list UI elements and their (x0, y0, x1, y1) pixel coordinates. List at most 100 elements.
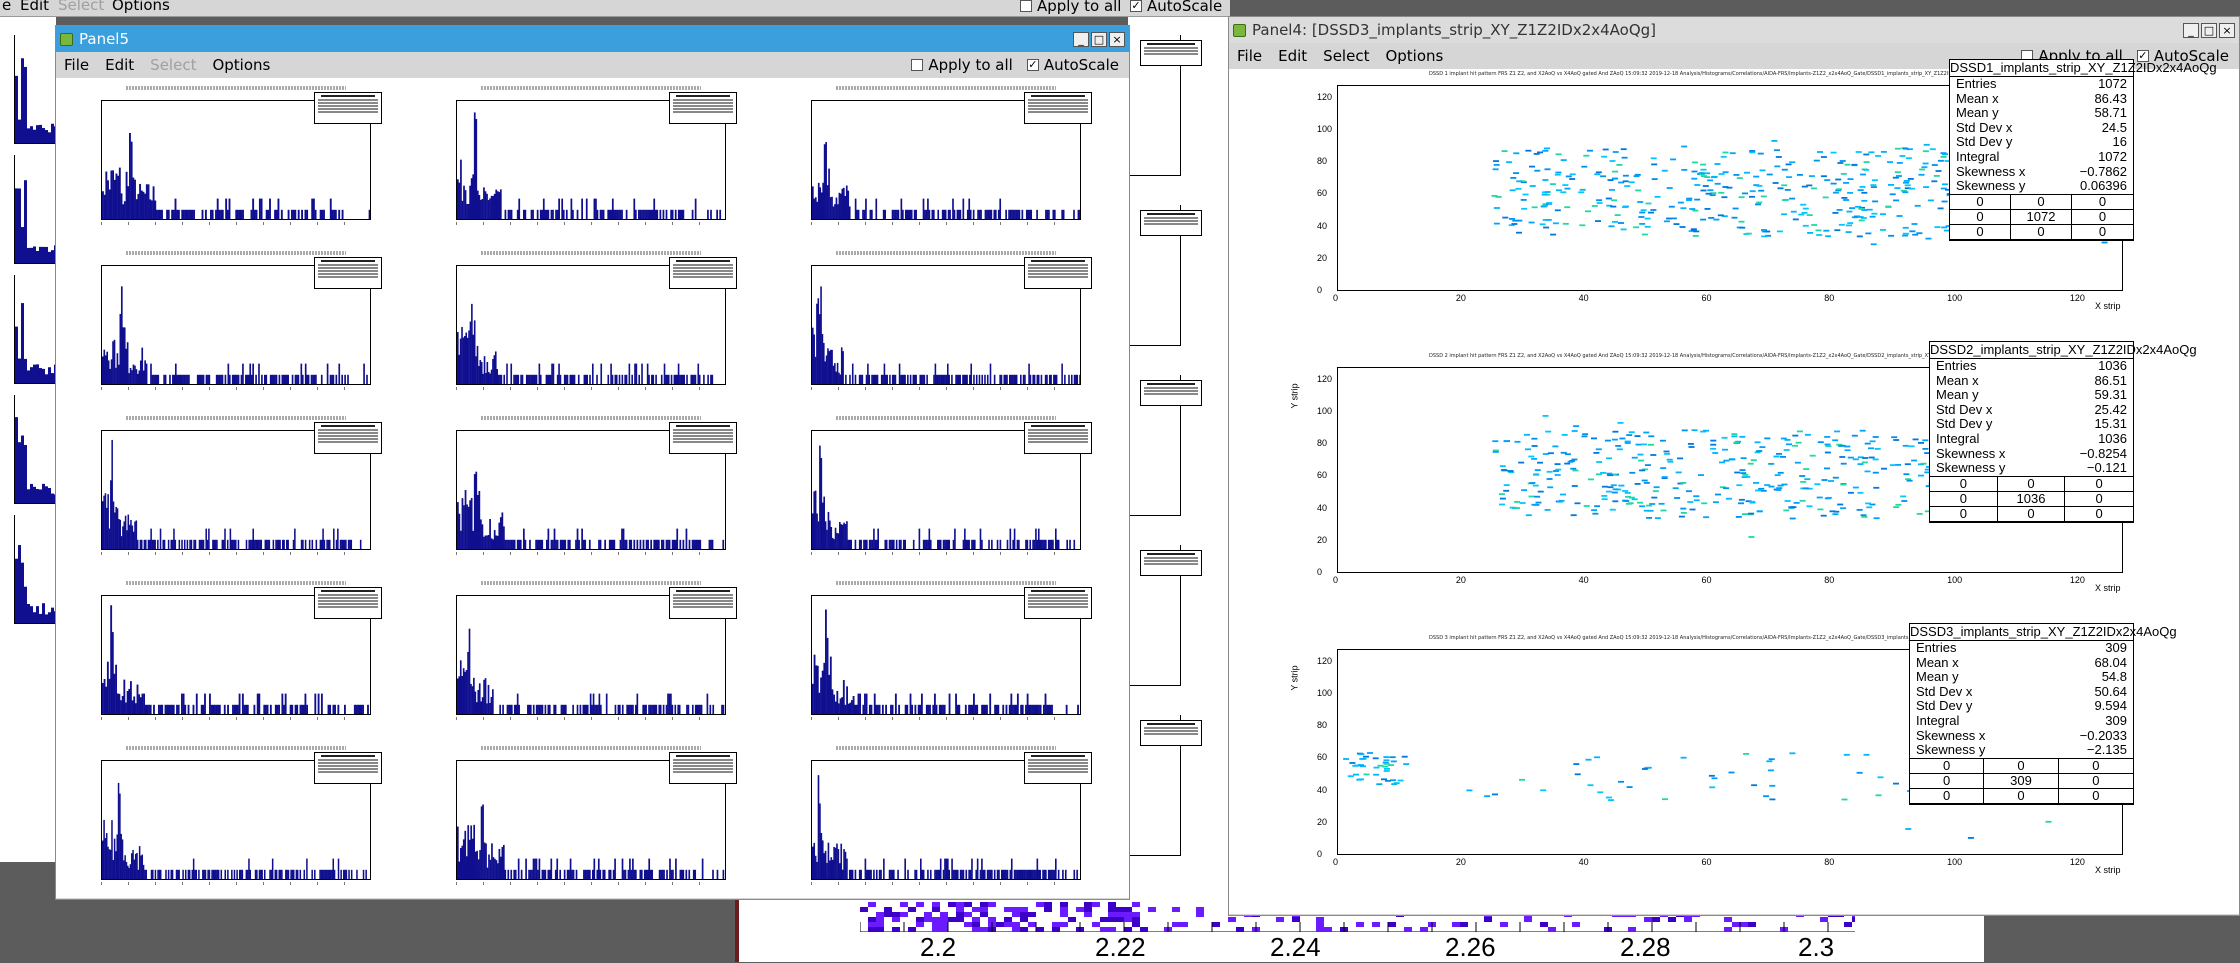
histogram-bar (551, 210, 553, 220)
heatmap-cell (1108, 917, 1116, 922)
histogram-bar (722, 540, 724, 550)
histogram-bar (266, 210, 268, 220)
histogram-pad[interactable] (56, 573, 406, 733)
maximize-button[interactable]: □ (2201, 23, 2217, 38)
menu-options[interactable]: Options (1385, 47, 1443, 65)
histogram-bar (560, 375, 562, 385)
histogram-bar (937, 540, 939, 550)
x-tick-label: 40 (1579, 293, 1589, 303)
hit-cell (1529, 482, 1535, 484)
menu-select[interactable]: Select (1323, 47, 1369, 65)
bg-menu-select[interactable]: Select (58, 0, 104, 14)
apply-to-all-checkbox[interactable] (911, 59, 923, 71)
histogram-bar (229, 199, 231, 220)
histogram-pad[interactable] (766, 78, 1116, 238)
histogram-bar (817, 666, 819, 715)
histogram-bar (469, 186, 471, 220)
hit-cell (1709, 775, 1715, 777)
menu-edit[interactable]: Edit (1278, 47, 1307, 65)
histogram-pad[interactable] (766, 573, 1116, 733)
heatmap-cell (1196, 912, 1204, 917)
histogram-bar (667, 694, 669, 715)
panel4-canvas[interactable]: DSSD 1 implant hit pattern FRS Z1 Z2, an… (1229, 69, 2239, 914)
histogram-bar (654, 705, 656, 715)
hit-cell (1873, 472, 1879, 474)
hit-cell (2102, 242, 2108, 244)
histogram-bar (301, 540, 303, 550)
bg-menu-options[interactable]: Options (112, 0, 170, 14)
histogram-pad[interactable] (56, 78, 406, 238)
stats-label: Mean x (1916, 656, 1959, 671)
hit-cell (1731, 435, 1737, 437)
histogram-pad[interactable] (411, 78, 761, 238)
histogram-pad[interactable] (411, 408, 761, 568)
histogram-bar (702, 859, 704, 880)
histogram-bar (820, 677, 822, 715)
histogram-pad[interactable] (56, 408, 406, 568)
histogram-pad[interactable] (56, 738, 406, 898)
hit-cell (1842, 799, 1848, 801)
histogram-bar (302, 540, 304, 550)
background-histogram-bar (45, 247, 48, 263)
hit-cell (1634, 175, 1640, 177)
bg-apply-checkbox[interactable] (1020, 0, 1032, 12)
histogram-bar (113, 501, 115, 550)
bg-autoscale-checkbox[interactable]: ✓ (1130, 0, 1142, 12)
histogram-bar (835, 848, 837, 880)
background-histogram-bar (18, 359, 21, 383)
histogram-bar (680, 870, 682, 880)
apply-to-all-label: Apply to all (928, 56, 1012, 74)
panel5-canvas[interactable] (56, 78, 1129, 898)
bg-autoscale[interactable]: ✓ AutoScale (1130, 0, 1222, 15)
histogram-pad[interactable] (411, 738, 761, 898)
histogram-pad[interactable] (411, 243, 761, 403)
bg-apply-all[interactable]: Apply to all (1020, 0, 1121, 15)
histogram-bar (965, 375, 967, 385)
histogram-bar (958, 705, 960, 715)
menu-edit[interactable]: Edit (105, 56, 134, 74)
apply-to-all-toggle[interactable]: Apply to all (911, 56, 1012, 74)
histogram-bar (652, 210, 654, 220)
close-button[interactable]: × (1109, 32, 1125, 47)
histogram-bar (1063, 210, 1065, 220)
close-button[interactable]: × (2219, 23, 2235, 38)
minimize-button[interactable]: _ (1073, 32, 1089, 47)
hit-cell (1500, 498, 1506, 500)
histogram-bar (712, 540, 714, 550)
histogram-pad[interactable] (766, 738, 1116, 898)
histogram-bar (567, 540, 569, 550)
hit-cell (1381, 778, 1387, 780)
panel5-titlebar[interactable]: Panel5 _ □ × (56, 26, 1129, 52)
hit-cell (1571, 514, 1577, 516)
histogram-pad[interactable] (766, 408, 1116, 568)
histogram-bar (330, 375, 332, 385)
x-tick-label: 60 (1701, 857, 1711, 867)
histogram-bar (253, 705, 255, 715)
autoscale-toggle[interactable]: ✓ AutoScale (1027, 56, 1119, 74)
histogram-pad[interactable] (56, 243, 406, 403)
histogram-bar (463, 668, 465, 715)
bg-menu-edit[interactable]: Edit (20, 0, 49, 14)
histogram-bar (1051, 540, 1053, 550)
autoscale-checkbox[interactable]: ✓ (1027, 59, 1039, 71)
heatmap-cell (980, 912, 988, 917)
histogram-pad[interactable] (411, 573, 761, 733)
histogram-bar (927, 870, 929, 880)
histogram-bar (976, 375, 978, 385)
histogram-bar (500, 857, 502, 880)
minimize-button[interactable]: _ (2183, 23, 2199, 38)
x-tick-label: 80 (1824, 857, 1834, 867)
histogram-pad[interactable] (766, 243, 1116, 403)
menu-file[interactable]: File (1237, 47, 1262, 65)
menu-file[interactable]: File (64, 56, 89, 74)
menu-options[interactable]: Options (212, 56, 270, 74)
panel4-titlebar[interactable]: Panel4: [DSSD3_implants_strip_XY_Z1Z2IDx… (1229, 17, 2239, 43)
maximize-button[interactable]: □ (1091, 32, 1107, 47)
bg-menu-file[interactable]: e (2, 0, 11, 14)
heatmap-cell (1732, 922, 1740, 927)
hit-cell (1821, 156, 1827, 158)
menu-select[interactable]: Select (150, 56, 196, 74)
